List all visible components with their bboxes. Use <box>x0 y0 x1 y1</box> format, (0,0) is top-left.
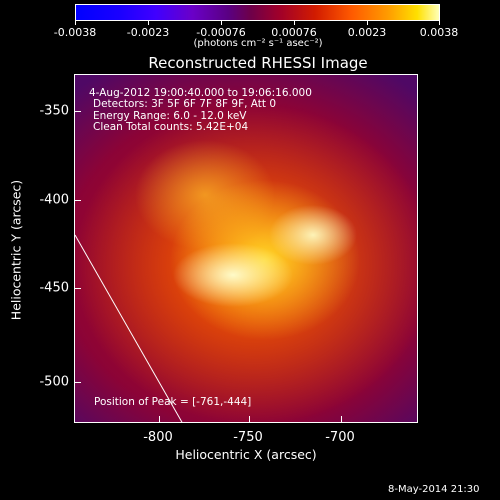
y-tick-label: -400 <box>39 192 69 208</box>
rhessi-image: 4-Aug-2012 19:00:40.000 to 19:06:16.000 … <box>74 74 418 423</box>
info-clean-counts: Clean Total counts: 5.42E+04 <box>93 121 249 133</box>
colorbar-tick-label: -0.0023 <box>126 26 170 39</box>
y-tick <box>75 200 81 201</box>
info-energy-range: Energy Range: 6.0 - 12.0 keV <box>93 110 247 122</box>
x-tick <box>159 416 160 422</box>
info-time-range: 4-Aug-2012 19:00:40.000 to 19:06:16.000 <box>89 87 312 99</box>
colorbar-tick <box>75 21 76 25</box>
y-tick-label: -350 <box>39 103 69 119</box>
colorbar-tick-label: 0.0023 <box>347 26 387 39</box>
colorbar-tick-label: 0.0038 <box>419 26 459 39</box>
x-tick-label: -700 <box>325 430 355 445</box>
colorbar-tick <box>367 21 368 25</box>
y-tick <box>75 111 81 112</box>
colorbar-tick <box>439 21 440 25</box>
colorbar-tick-label: -0.00076 <box>196 26 246 39</box>
info-detectors: Detectors: 3F 5F 6F 7F 8F 9F, Att 0 <box>93 98 277 110</box>
y-tick-label: -450 <box>39 280 69 296</box>
y-tick-label: -500 <box>39 374 69 390</box>
colorbar-units-label: (photons cm⁻² s⁻¹ asec⁻²) <box>193 38 323 49</box>
colorbar-tick <box>294 21 295 25</box>
x-tick <box>249 416 250 422</box>
y-tick <box>75 288 81 289</box>
limb-line <box>75 234 183 422</box>
date-stamp: 8-May-2014 21:30 <box>388 484 480 495</box>
x-axis-title: Heliocentric X (arcsec) <box>175 447 317 462</box>
plot-title: Reconstructed RHESSI Image <box>148 54 368 72</box>
colorbar-tick <box>221 21 222 25</box>
colorbar-tick-label: 0.00076 <box>271 26 317 39</box>
colorbar-tick <box>148 21 149 25</box>
x-tick <box>341 416 342 422</box>
colorbar-tick-label: -0.0038 <box>53 26 97 39</box>
y-axis-title: Heliocentric Y (arcsec) <box>8 179 24 321</box>
y-tick <box>75 382 81 383</box>
x-tick-label: -750 <box>233 430 263 445</box>
colorbar <box>75 4 440 21</box>
x-tick-label: -800 <box>143 430 173 445</box>
peak-position-text: Position of Peak = [-761,-444] <box>94 396 252 408</box>
